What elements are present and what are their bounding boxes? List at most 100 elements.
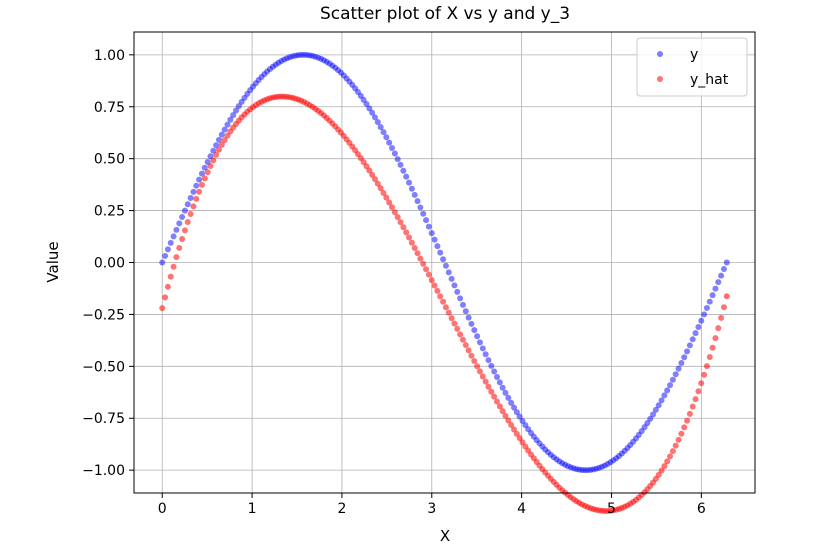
data-point	[411, 191, 418, 198]
data-point	[181, 207, 188, 214]
data-point	[369, 109, 376, 116]
data-point	[488, 388, 495, 395]
data-point	[193, 195, 200, 202]
data-point	[499, 384, 506, 391]
data-point	[681, 354, 688, 361]
data-point	[513, 409, 520, 416]
x-tick-label: 5	[607, 501, 616, 517]
data-point	[369, 171, 376, 178]
data-point	[474, 333, 481, 340]
data-point	[204, 169, 211, 176]
data-point	[380, 129, 387, 136]
data-point	[221, 137, 228, 144]
y-tick-label: 0.25	[94, 204, 125, 220]
data-point	[678, 430, 685, 437]
data-point	[698, 317, 705, 324]
data-point	[701, 371, 708, 378]
data-point	[695, 323, 702, 330]
data-point	[496, 403, 503, 410]
data-point	[386, 199, 393, 206]
data-point	[377, 185, 384, 192]
data-point	[482, 351, 489, 358]
data-point	[445, 269, 452, 276]
data-point	[440, 298, 447, 305]
data-point	[167, 239, 174, 246]
data-point	[692, 396, 699, 403]
data-point	[406, 179, 413, 186]
data-point	[516, 413, 523, 420]
data-point	[684, 417, 691, 424]
data-point	[471, 327, 478, 334]
series-y-hat	[159, 93, 730, 514]
data-point	[715, 279, 722, 286]
data-point	[465, 347, 472, 354]
data-point	[442, 304, 449, 311]
data-point	[709, 292, 716, 299]
data-point	[491, 368, 498, 375]
x-tick-label: 2	[337, 501, 346, 517]
data-point	[196, 188, 203, 195]
data-point	[167, 273, 174, 280]
x-axis-label: X	[440, 527, 450, 545]
data-point	[162, 252, 169, 259]
data-point	[652, 406, 659, 413]
data-point	[658, 467, 665, 474]
data-point	[389, 144, 396, 151]
data-point	[448, 275, 455, 282]
data-point	[675, 365, 682, 372]
data-point	[431, 236, 438, 243]
data-point	[423, 217, 430, 224]
data-point	[193, 182, 200, 189]
data-point	[720, 304, 727, 311]
data-point	[465, 314, 472, 321]
data-point	[184, 201, 191, 208]
data-point	[451, 320, 458, 327]
data-point	[389, 204, 396, 211]
data-point	[502, 412, 509, 419]
data-point	[667, 382, 674, 389]
data-point	[448, 315, 455, 322]
data-point	[363, 163, 370, 170]
data-point	[502, 389, 509, 396]
data-point	[655, 402, 662, 409]
data-point	[190, 203, 197, 210]
data-point	[423, 266, 430, 273]
data-point	[681, 424, 688, 431]
y-axis-label: Value	[44, 241, 62, 282]
series-y	[159, 51, 730, 474]
data-point	[425, 223, 432, 230]
data-point	[417, 204, 424, 211]
y-tick-label: −0.50	[82, 359, 125, 375]
data-point	[391, 150, 398, 157]
data-point	[170, 263, 177, 270]
data-point	[408, 185, 415, 192]
data-point	[440, 256, 447, 263]
legend-marker-y	[657, 51, 663, 57]
data-point	[675, 436, 682, 443]
axis-ticks: 0 1 2 3 4 5 6 −1.00 −0.75 −0.50 −0.25 0.00 0.25 0.50 0…	[82, 48, 706, 517]
data-point	[408, 239, 415, 246]
data-point	[400, 224, 407, 231]
x-tick-label: 0	[158, 501, 167, 517]
data-point	[445, 309, 452, 316]
data-point	[218, 141, 225, 148]
y-tick-label: 0.75	[94, 100, 125, 116]
data-point	[485, 383, 492, 390]
data-point	[644, 420, 651, 427]
data-point	[366, 167, 373, 174]
data-point	[712, 285, 719, 292]
data-point	[377, 124, 384, 131]
data-point	[718, 314, 725, 321]
data-point	[187, 211, 194, 218]
data-point	[184, 219, 191, 226]
data-point	[394, 156, 401, 163]
legend-marker-y-hat	[657, 76, 663, 82]
data-point	[496, 379, 503, 386]
data-point	[181, 227, 188, 234]
data-point	[414, 198, 421, 205]
x-tick-label: 6	[697, 501, 706, 517]
data-point	[468, 320, 475, 327]
data-point	[425, 271, 432, 278]
data-point	[718, 272, 725, 279]
